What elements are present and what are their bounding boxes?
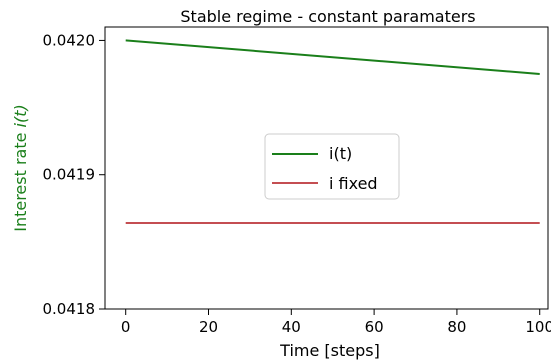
y-axis-label: Interest rate i(t) — [11, 104, 30, 232]
x-tick-label: 80 — [447, 318, 466, 336]
legend-label-i-t: i(t) — [329, 144, 352, 163]
x-tick-label: 100 — [525, 318, 551, 336]
x-axis-label: Time [steps] — [279, 341, 380, 360]
plot-frame — [104, 26, 549, 310]
y-tick-label: 0.0418 — [43, 300, 96, 318]
legend: i(t) i fixed — [264, 133, 400, 200]
series-layer — [125, 39, 540, 225]
x-tick-label: 0 — [121, 318, 131, 336]
chart-title: Stable regime - constant paramaters — [180, 7, 475, 26]
y-tick-label: 0.0419 — [43, 166, 96, 184]
y-axis: 0.0418 0.0419 0.0420 — [43, 31, 105, 318]
y-tick-label: 0.0420 — [43, 31, 96, 49]
y-axis-label-variable: i(t) — [11, 104, 30, 127]
x-tick-label: 20 — [199, 318, 218, 336]
series-line-i-t — [125, 39, 540, 75]
x-tick-label: 60 — [365, 318, 384, 336]
y-axis-label-prefix: Interest rate — [11, 127, 30, 231]
x-tick-label: 40 — [282, 318, 301, 336]
legend-label-i-fixed: i fixed — [329, 174, 378, 193]
plot-area — [104, 26, 549, 310]
x-axis: 0 20 40 60 80 100 — [121, 309, 551, 336]
